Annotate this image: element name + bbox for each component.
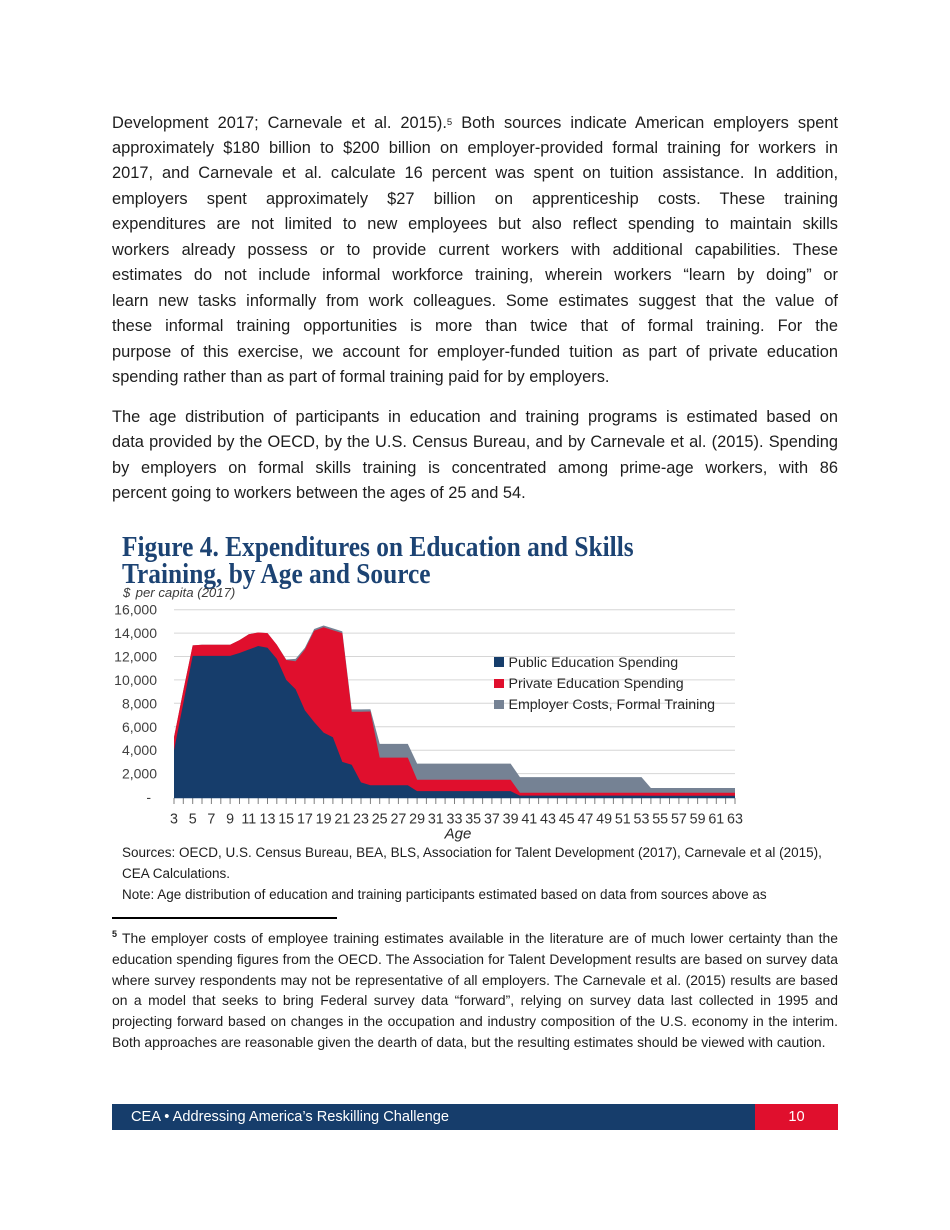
svg-text:43: 43 xyxy=(540,812,556,828)
svg-text:Age: Age xyxy=(444,826,472,843)
svg-text:41: 41 xyxy=(521,812,537,828)
svg-text:21: 21 xyxy=(334,812,350,828)
svg-text:59: 59 xyxy=(690,812,706,828)
svg-text:29: 29 xyxy=(409,812,425,828)
svg-text:4,000: 4,000 xyxy=(122,742,157,758)
svg-text:17: 17 xyxy=(297,812,313,828)
svg-text:3: 3 xyxy=(170,812,178,828)
svg-text:10,000: 10,000 xyxy=(114,672,157,688)
svg-text:14,000: 14,000 xyxy=(114,625,157,641)
svg-text:33: 33 xyxy=(447,812,463,828)
svg-text:61: 61 xyxy=(708,812,724,828)
svg-text:12,000: 12,000 xyxy=(114,649,157,665)
svg-text:16,000: 16,000 xyxy=(114,602,157,618)
svg-text:57: 57 xyxy=(671,812,687,828)
svg-text:51: 51 xyxy=(615,812,631,828)
svg-text:5: 5 xyxy=(189,812,197,828)
svg-text:55: 55 xyxy=(652,812,668,828)
svg-text:47: 47 xyxy=(577,812,593,828)
svg-text:31: 31 xyxy=(428,812,444,828)
svg-text:-: - xyxy=(146,789,151,805)
svg-text:8,000: 8,000 xyxy=(122,695,157,711)
svg-text:35: 35 xyxy=(465,812,481,828)
svg-text:45: 45 xyxy=(559,812,575,828)
svg-text:49: 49 xyxy=(596,812,612,828)
svg-text:19: 19 xyxy=(316,812,332,828)
svg-text:9: 9 xyxy=(226,812,234,828)
svg-text:53: 53 xyxy=(634,812,650,828)
svg-text:11: 11 xyxy=(241,812,256,828)
svg-text:39: 39 xyxy=(503,812,519,828)
svg-text:25: 25 xyxy=(372,812,388,828)
svg-text:13: 13 xyxy=(260,812,276,828)
svg-text:7: 7 xyxy=(207,812,215,828)
svg-text:6,000: 6,000 xyxy=(122,719,157,735)
svg-text:2,000: 2,000 xyxy=(122,766,157,782)
svg-text:63: 63 xyxy=(727,812,743,828)
svg-text:37: 37 xyxy=(484,812,500,828)
svg-text:15: 15 xyxy=(278,812,294,828)
svg-text:23: 23 xyxy=(353,812,369,828)
svg-text:27: 27 xyxy=(390,812,406,828)
